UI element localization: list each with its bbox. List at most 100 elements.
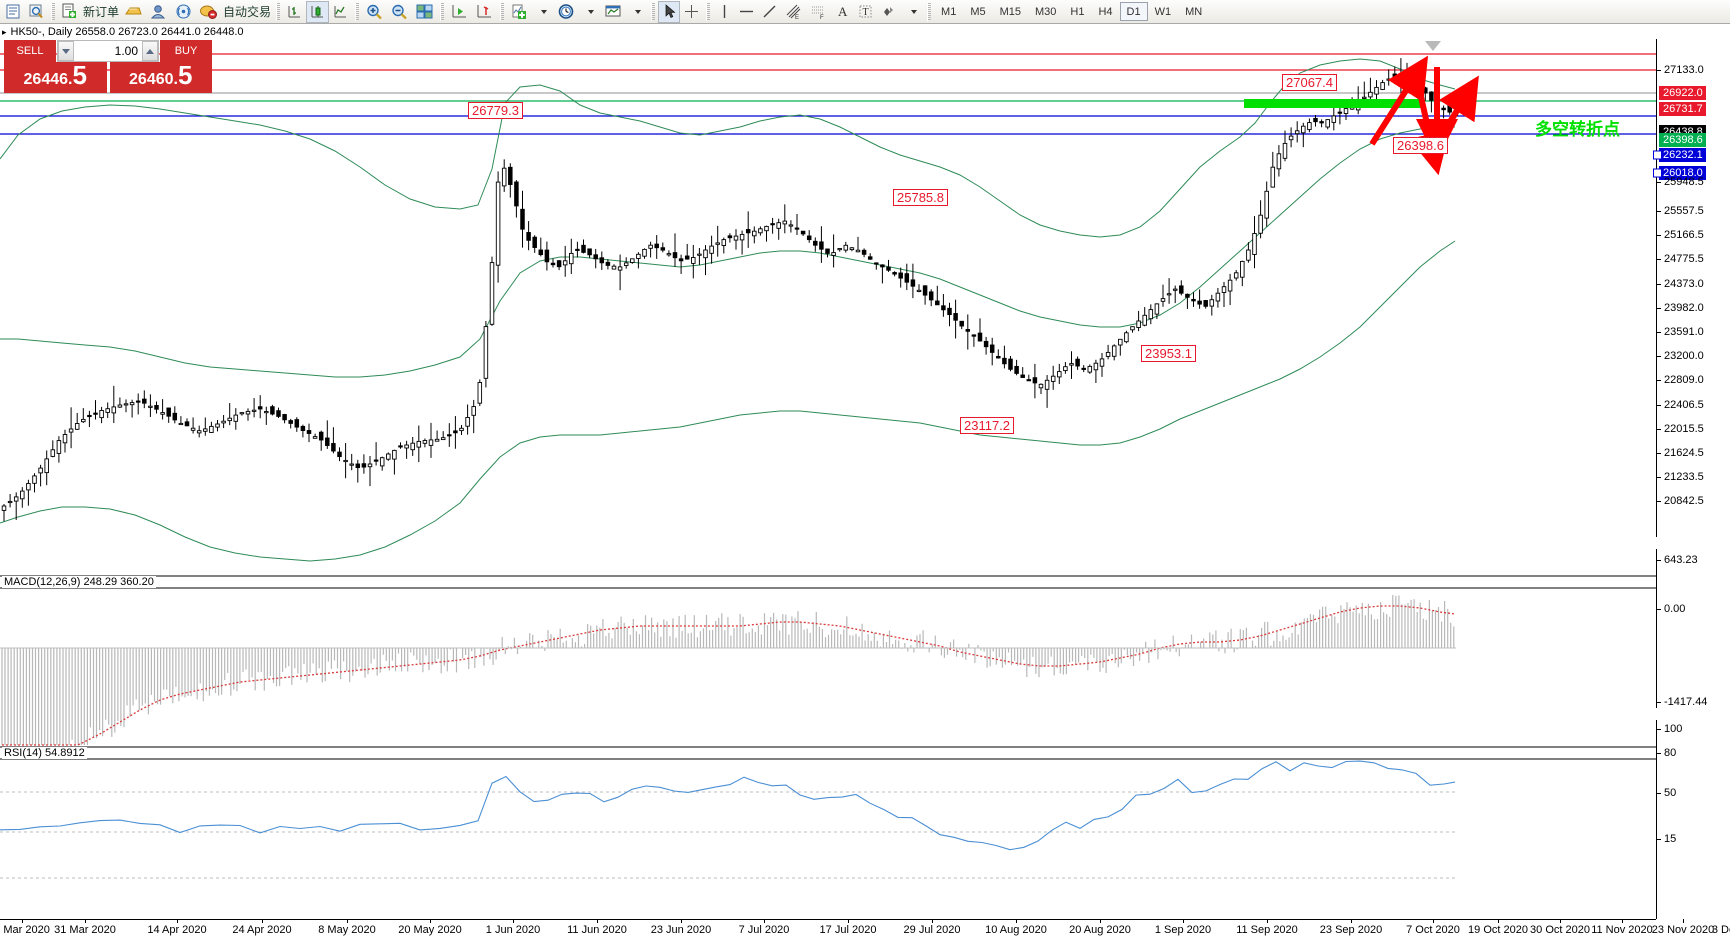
toolbar-separator [500, 2, 505, 21]
crosshair-icon[interactable] [680, 1, 703, 23]
price-tick: 21233.5 [1657, 471, 1704, 483]
date-tick-mark [764, 919, 765, 923]
buy-price-button[interactable]: 26460. 5 [109, 62, 212, 93]
chart-price-tag[interactable]: 23953.1 [1141, 345, 1196, 362]
candlestick-icon[interactable] [306, 0, 330, 23]
chart-text-annotation[interactable]: 多空转折点 [1535, 120, 1620, 140]
sell-price-integer: 26446 [23, 71, 69, 88]
volume-input[interactable]: 1.00 [74, 41, 142, 61]
templates-icon[interactable] [601, 1, 626, 23]
timeframe-h1[interactable]: H1 [1070, 6, 1085, 18]
macd-series [1, 595, 1455, 746]
chart-canvas[interactable]: 27067.4 26779.3 26398.6 25785.8 23953.1 23117… [0, 39, 1730, 942]
timeframe-d1[interactable]: D1 [1119, 2, 1148, 21]
price-level-label[interactable]: 26922.0 [1659, 86, 1706, 100]
svg-text:T: T [863, 7, 869, 18]
fibo-icon[interactable]: F [806, 1, 831, 23]
rsi-tick: 80 [1657, 747, 1676, 759]
toolbar-separator [440, 2, 445, 21]
signal-icon[interactable] [171, 1, 196, 23]
price-level-label[interactable]: 26731.7 [1659, 102, 1706, 116]
svg-text:F: F [820, 15, 824, 20]
add-indicator-dropdown[interactable] [532, 1, 554, 23]
date-tick-label: 3 Dec 2020 [1711, 924, 1730, 936]
timeframe-m5[interactable]: M5 [970, 6, 986, 18]
cursor-icon[interactable] [658, 0, 681, 23]
toolbar-separator [51, 2, 55, 21]
price-level-label[interactable]: 26232.1 [1659, 148, 1706, 162]
price-level-label[interactable]: 26018.0 [1659, 166, 1706, 180]
timeframe-mn[interactable]: MN [1185, 6, 1203, 18]
volume-decrement-button[interactable] [58, 41, 74, 61]
label-icon[interactable]: T [854, 1, 877, 23]
sell-price-button[interactable]: 26446. 5 [4, 62, 107, 93]
shift-end-icon[interactable] [472, 1, 497, 23]
bar-chart-icon[interactable] [283, 1, 306, 23]
new-order-label[interactable]: 新订单 [83, 5, 120, 19]
new-order-icon[interactable] [58, 1, 81, 23]
add-indicator-icon[interactable] [507, 1, 532, 23]
shapes-dropdown[interactable] [902, 1, 924, 23]
chart-price-tag[interactable]: 26398.6 [1393, 137, 1448, 154]
trendline-icon[interactable] [758, 1, 781, 23]
date-tick-label: 23 Sep 2020 [1319, 924, 1383, 936]
equidistant-channel-icon[interactable]: E [781, 1, 806, 23]
price-level-handle[interactable] [1653, 150, 1662, 160]
chart-price-tag[interactable]: 23117.2 [960, 417, 1015, 434]
timeframe-m30[interactable]: M30 [1035, 6, 1057, 18]
sell-price-fraction: 5 [72, 60, 87, 90]
date-tick-label: 10 Aug 2020 [985, 924, 1047, 936]
gold-bar-icon[interactable] [121, 1, 146, 23]
sell-price-dot: . [68, 71, 73, 88]
timeframe-m15[interactable]: M15 [999, 6, 1021, 18]
date-tick-mark [1683, 919, 1684, 923]
chart-list-icon[interactable] [2, 1, 25, 23]
buy-button[interactable]: BUY [160, 40, 212, 62]
sell-button[interactable]: SELL [4, 40, 56, 62]
volume-increment-button[interactable] [142, 41, 158, 61]
price-tick: 23591.0 [1657, 326, 1704, 338]
shift-start-icon[interactable] [447, 1, 472, 23]
line-chart-icon[interactable] [329, 1, 352, 23]
templates-dropdown[interactable] [626, 1, 648, 23]
text-icon[interactable]: A [831, 1, 854, 23]
chevron-down-icon [62, 48, 70, 54]
vline-icon[interactable] [713, 1, 735, 23]
timeframe-m1[interactable]: M1 [941, 6, 957, 18]
volume-stepper[interactable]: 1.00 [57, 40, 159, 62]
tile-windows-icon[interactable] [412, 1, 437, 23]
date-tick-mark [1016, 919, 1017, 923]
account-icon[interactable] [146, 1, 171, 23]
date-axis[interactable]: 9 Mar 2020 31 Mar 2020 14 Apr 2020 24 Apr 2… [0, 919, 1730, 942]
chart-price-tag[interactable]: 27067.4 [1282, 74, 1337, 91]
date-tick-label: 8 May 2020 [318, 924, 376, 936]
macd-indicator-label: MACD(12,26,9) 248.29 360.20 [2, 576, 156, 588]
chart-price-tag[interactable]: 25785.8 [893, 189, 948, 206]
zoom-out-icon[interactable] [387, 1, 412, 23]
date-tick-label: 29 Jul 2020 [903, 924, 961, 936]
chart-price-tag[interactable]: 26779.3 [468, 102, 523, 119]
price-level-label[interactable]: 26398.6 [1659, 133, 1706, 147]
timeframe-w1[interactable]: W1 [1154, 6, 1172, 18]
period-dropdown[interactable] [579, 1, 601, 23]
autotrading-icon[interactable] [196, 1, 221, 23]
toolbar-separator [276, 2, 281, 21]
price-level-handle[interactable] [1653, 168, 1662, 178]
shapes-icon[interactable] [877, 1, 902, 23]
rsi-axis: 100 80 50 15 [1656, 720, 1730, 919]
main-toolbar: 新订单 自动交易 [0, 0, 1730, 24]
one-click-trading-panel: SELL 1.00 BUY 26446. 5 26460. 5 [4, 40, 212, 93]
chart-graphics [0, 41, 1656, 879]
autotrading-label[interactable]: 自动交易 [223, 5, 272, 19]
toolbar-separator [706, 2, 711, 21]
zoom-in-icon[interactable] [362, 1, 387, 23]
magnifier-icon[interactable] [25, 1, 48, 23]
price-tick: 24775.5 [1657, 253, 1704, 265]
period-clock-icon[interactable] [554, 1, 579, 23]
date-tick-label: 20 Aug 2020 [1069, 924, 1131, 936]
object-marker-icon [1425, 41, 1441, 51]
hline-icon[interactable] [735, 1, 758, 23]
timeframe-h4[interactable]: H4 [1098, 6, 1113, 18]
price-axis[interactable]: 27133.0 25557.5 25166.5 24775.5 24373.0 23982… [1653, 39, 1730, 537]
oct-price-row: 26446. 5 26460. 5 [4, 62, 212, 93]
